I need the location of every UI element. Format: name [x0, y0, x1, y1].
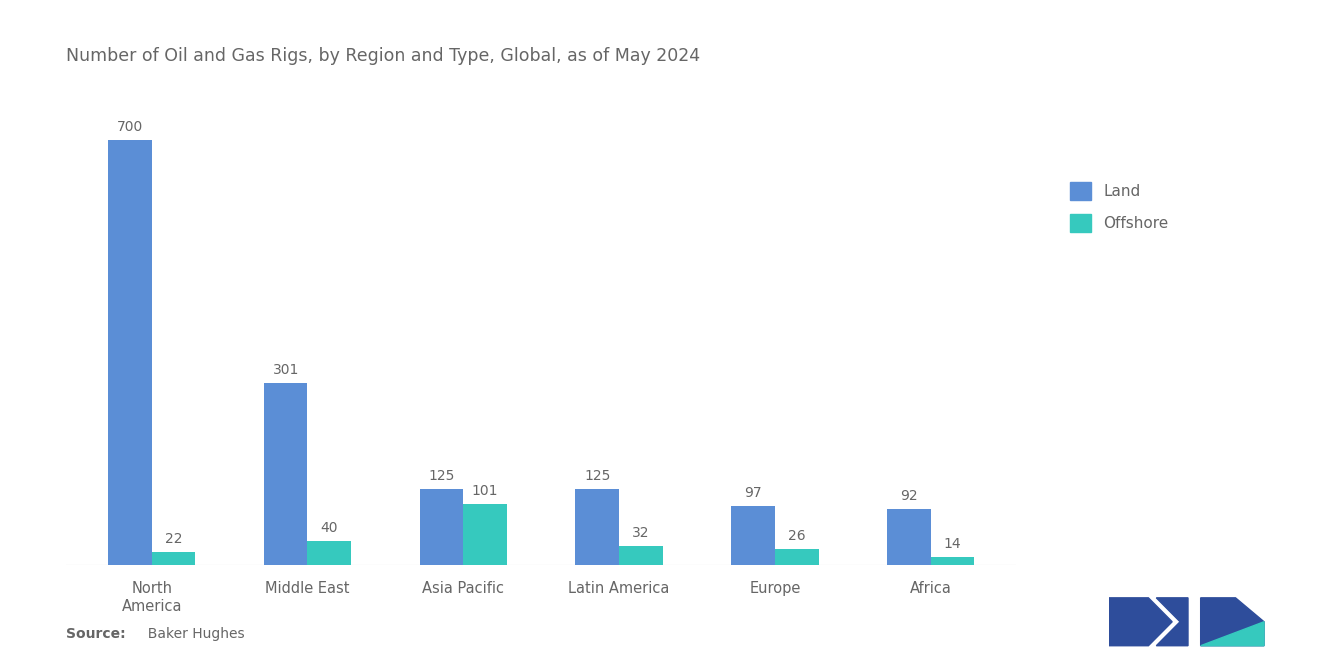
Text: 125: 125: [585, 469, 610, 483]
Legend: Land, Offshore: Land, Offshore: [1063, 175, 1176, 239]
Bar: [931, 557, 974, 565]
Text: Source:: Source:: [66, 627, 125, 642]
Text: 32: 32: [632, 526, 649, 540]
Bar: [463, 504, 507, 565]
Bar: [619, 546, 663, 565]
Polygon shape: [1201, 622, 1265, 646]
Bar: [887, 509, 931, 565]
Bar: [152, 552, 195, 565]
Text: 14: 14: [944, 537, 961, 551]
Text: 101: 101: [471, 484, 499, 498]
Bar: [108, 140, 152, 565]
Bar: [308, 541, 351, 565]
Bar: [775, 549, 818, 565]
Text: 22: 22: [165, 532, 182, 546]
Text: 125: 125: [428, 469, 454, 483]
Polygon shape: [1201, 598, 1265, 646]
Polygon shape: [1109, 598, 1172, 646]
Text: 97: 97: [744, 486, 762, 500]
Text: 700: 700: [116, 120, 143, 134]
Bar: [576, 489, 619, 565]
Text: Baker Hughes: Baker Hughes: [139, 627, 244, 642]
Text: Number of Oil and Gas Rigs, by Region and Type, Global, as of May 2024: Number of Oil and Gas Rigs, by Region an…: [66, 47, 700, 65]
Bar: [731, 506, 775, 565]
Text: 92: 92: [900, 489, 917, 503]
Bar: [420, 489, 463, 565]
Polygon shape: [1156, 598, 1188, 646]
Text: 301: 301: [272, 362, 298, 376]
Text: 40: 40: [321, 521, 338, 535]
Text: 26: 26: [788, 529, 805, 543]
Bar: [264, 382, 308, 565]
